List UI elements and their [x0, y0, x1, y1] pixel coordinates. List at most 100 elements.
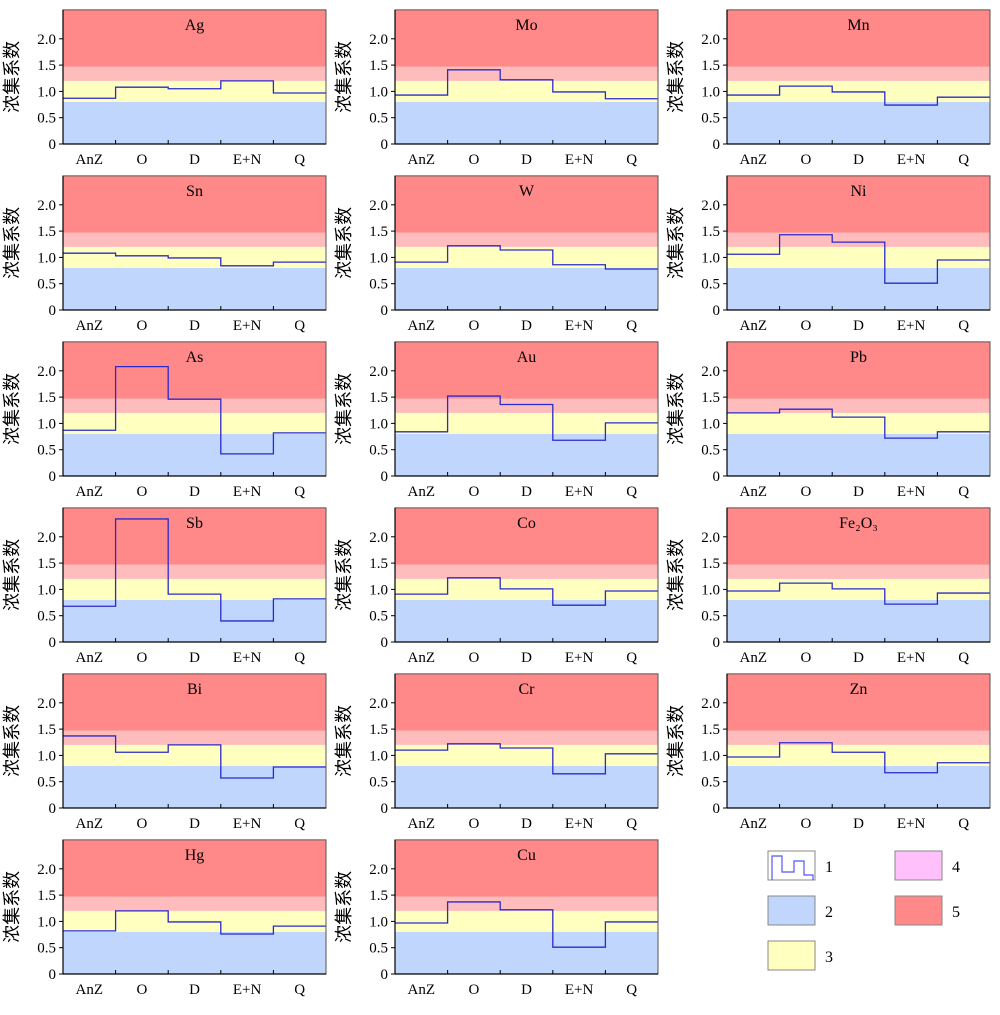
y-tick-label: 0.5 — [369, 609, 388, 625]
x-tick-label: AnZ — [76, 152, 104, 168]
x-tick-label: AnZ — [76, 816, 104, 832]
band-2 — [63, 80, 326, 102]
x-tick-label: Q — [958, 816, 969, 832]
x-tick-label: D — [853, 152, 864, 168]
y-tick-label: 1.0 — [701, 250, 720, 266]
band-2 — [63, 578, 326, 600]
x-tick-label: E+N — [233, 484, 262, 500]
y-tick-label: 1.0 — [37, 416, 56, 432]
x-tick-label: O — [800, 650, 811, 666]
y-axis-label: 浓集系数 — [334, 871, 354, 943]
x-tick-label: D — [853, 484, 864, 500]
y-tick-label: 1.5 — [369, 224, 388, 240]
band-2 — [63, 412, 326, 434]
y-tick-label: 1.0 — [701, 748, 720, 764]
panel-cr: Cr 0 0.5 1.0 1.5 2.0 AnZ O D E+N Q 浓集系数 — [334, 673, 659, 832]
y-tick-label: 1.5 — [369, 888, 388, 904]
y-tick-label: 0 — [713, 801, 721, 817]
y-tick-label: 0 — [381, 801, 389, 817]
panel-mo: Mo 0 0.5 1.0 1.5 2.0 AnZ O D E+N Q 浓集系数 — [334, 9, 659, 168]
y-tick-label: 1.0 — [37, 582, 56, 598]
y-tick-label: 0 — [49, 469, 57, 485]
band-4 — [727, 341, 990, 399]
band-3 — [63, 896, 326, 911]
y-tick-label: 1.0 — [369, 914, 388, 930]
panel-title: Mo — [515, 17, 537, 34]
band-3 — [395, 232, 658, 247]
x-tick-label: E+N — [897, 318, 926, 334]
panel-title: Mn — [847, 17, 869, 34]
x-tick-label: E+N — [897, 816, 926, 832]
y-tick-label: 0.5 — [369, 277, 388, 293]
y-tick-label: 0.5 — [369, 111, 388, 127]
step-line — [395, 577, 658, 606]
x-tick-label: Q — [626, 816, 637, 832]
x-tick-label: O — [468, 816, 479, 832]
y-axis-label: 浓集系数 — [666, 207, 686, 279]
panel-title: Zn — [850, 681, 868, 698]
y-tick-label: 1.5 — [701, 390, 720, 406]
step-line — [63, 365, 326, 455]
y-tick-label: 2.0 — [369, 862, 388, 878]
x-tick-label: Q — [958, 318, 969, 334]
x-tick-label: O — [468, 982, 479, 998]
legend-swatch — [894, 895, 943, 926]
y-tick-label: 2.0 — [37, 198, 56, 214]
panel-feo: Fe₂O₃ 0 0.5 1.0 1.5 2.0 AnZ O D E+N Q 浓集系数 — [666, 507, 991, 666]
panel-title: Ag — [185, 17, 205, 34]
band-3 — [727, 564, 990, 579]
band-3 — [63, 730, 326, 745]
band-3 — [727, 66, 990, 81]
band-4 — [63, 673, 326, 731]
legend-label: 1 — [825, 859, 833, 876]
legend-item-5: 5 — [894, 895, 960, 926]
step-line — [63, 80, 326, 99]
x-tick-label: D — [189, 650, 200, 666]
x-tick-label: Q — [626, 650, 637, 666]
x-tick-label: D — [521, 152, 532, 168]
y-tick-label: 2.0 — [701, 32, 720, 48]
y-tick-label: 1.5 — [37, 58, 56, 74]
x-tick-label: O — [468, 484, 479, 500]
band-3 — [727, 730, 990, 745]
y-tick-label: 1.5 — [37, 722, 56, 738]
x-tick-label: Q — [626, 982, 637, 998]
y-tick-label: 1.5 — [37, 888, 56, 904]
x-tick-label: D — [521, 982, 532, 998]
step-line — [727, 408, 990, 439]
band-4 — [395, 175, 658, 233]
x-tick-label: Q — [958, 152, 969, 168]
panel-pb: Pb 0 0.5 1.0 1.5 2.0 AnZ O D E+N Q 浓集系数 — [666, 341, 991, 500]
y-tick-label: 1.5 — [701, 58, 720, 74]
y-tick-label: 0.5 — [37, 609, 56, 625]
x-tick-label: Q — [626, 484, 637, 500]
x-tick-label: Q — [958, 650, 969, 666]
legend-label: 2 — [825, 904, 833, 921]
y-tick-label: 0 — [381, 137, 389, 153]
legend-swatch — [767, 895, 816, 926]
band-4 — [63, 839, 326, 897]
y-axis-label: 浓集系数 — [666, 41, 686, 113]
band-1 — [727, 267, 990, 310]
y-tick-label: 0 — [381, 469, 389, 485]
y-tick-label: 1.0 — [37, 914, 56, 930]
y-tick-label: 0.5 — [37, 941, 56, 957]
legend: 1 2 3 4 5 — [767, 850, 960, 971]
x-tick-label: O — [800, 318, 811, 334]
y-tick-label: 1.5 — [701, 556, 720, 572]
band-1 — [63, 267, 326, 310]
band-4 — [395, 9, 658, 67]
step-line — [727, 234, 990, 284]
y-tick-label: 1.0 — [701, 416, 720, 432]
y-tick-label: 0 — [49, 303, 57, 319]
y-axis-label: 浓集系数 — [334, 207, 354, 279]
x-tick-label: O — [136, 484, 147, 500]
panel-zn: Zn 0 0.5 1.0 1.5 2.0 AnZ O D E+N Q 浓集系数 — [666, 673, 991, 832]
panel-title: Au — [517, 349, 537, 366]
band-1 — [727, 765, 990, 808]
y-tick-label: 0.5 — [701, 277, 720, 293]
band-2 — [395, 80, 658, 102]
x-tick-label: AnZ — [740, 484, 768, 500]
band-3 — [395, 564, 658, 579]
y-tick-label: 0.5 — [369, 941, 388, 957]
